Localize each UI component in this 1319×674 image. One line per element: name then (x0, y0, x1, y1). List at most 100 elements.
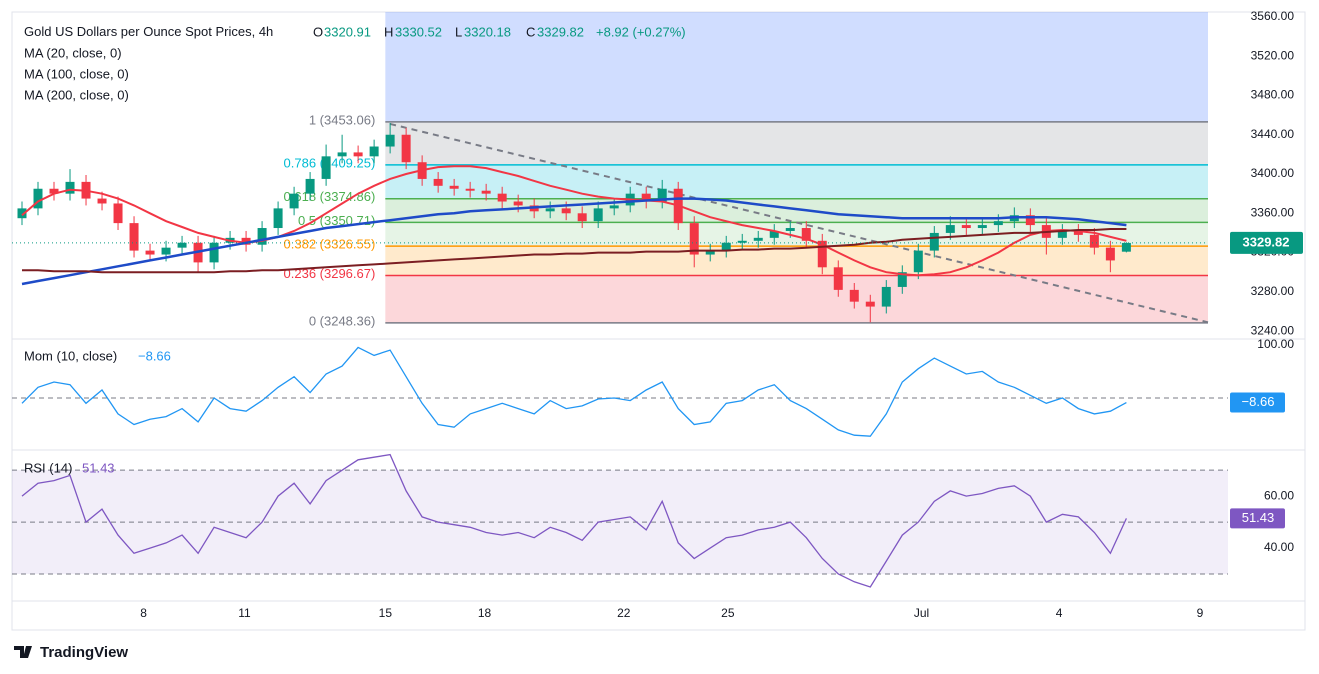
candle-body (897, 272, 907, 287)
candle-body (1089, 234, 1099, 248)
fib-zone (385, 164, 1208, 199)
candle-body (465, 188, 475, 191)
logo-icon (14, 646, 32, 658)
plot-layer: 1 (3453.06)0.786 (3409.25)0.618 (3374.86… (12, 12, 1228, 588)
candle-body (657, 188, 667, 202)
candle-body (97, 198, 107, 204)
candle-body (769, 230, 779, 238)
moving-average (22, 228, 1127, 274)
y-tick-label: 3440.00 (1251, 127, 1295, 141)
candle-body (49, 188, 59, 194)
x-tick-label: 4 (1056, 606, 1063, 620)
last-price-label: 3329.82 (1243, 234, 1290, 249)
ohlc-letter: H (384, 24, 393, 39)
y-tick-label: 3480.00 (1251, 88, 1295, 102)
candle-body (1121, 242, 1131, 252)
moving-average (21, 197, 1127, 286)
indicator-line (21, 453, 1127, 588)
x-tick-label: 8 (140, 606, 147, 620)
candle-body (209, 242, 219, 263)
fib-zone (385, 222, 1208, 247)
ohlc-open: 3320.91 (324, 24, 371, 39)
candle-body (161, 247, 171, 255)
y-tick-label: 3240.00 (1251, 323, 1295, 337)
candle-body (449, 185, 459, 189)
candle-body (1025, 215, 1035, 226)
rsi-legend-value: 51.43 (82, 460, 115, 475)
candle-body (145, 250, 155, 255)
mom-legend[interactable]: Mom (10, close) (24, 348, 117, 363)
legend-entry[interactable]: MA (200, close, 0) (24, 87, 129, 102)
candle-body (257, 228, 267, 245)
candle-body (481, 190, 491, 194)
y-tick-label: 3520.00 (1251, 48, 1295, 62)
candle-body (977, 225, 987, 229)
candle-body (913, 250, 923, 273)
value-badge (1230, 508, 1285, 529)
fib-level-label: 1 (3453.06) (309, 112, 376, 127)
last-price-badge (1230, 231, 1303, 254)
candle-body (609, 205, 619, 209)
legend-entry[interactable]: MA (20, close, 0) (24, 45, 122, 60)
y-tick-label: 3360.00 (1251, 205, 1295, 219)
brand-logo[interactable]: TradingView (14, 644, 128, 661)
y-tick-label: 3280.00 (1251, 284, 1295, 298)
candle-body (17, 208, 27, 219)
ohlc-letter: C (526, 24, 535, 39)
x-tick-label: 25 (721, 606, 735, 620)
legend-entry[interactable]: MA (100, close, 0) (24, 66, 129, 81)
candle-body (833, 267, 843, 290)
candle-body (737, 240, 747, 243)
brand-name: TradingView (40, 644, 128, 661)
candle-body (353, 152, 363, 157)
fib-zone (385, 246, 1208, 276)
candle-body (401, 134, 411, 163)
candle-body (497, 193, 507, 202)
ohlc-letter: L (455, 24, 462, 39)
moving-average (21, 165, 1127, 277)
candle-body (993, 221, 1003, 226)
candle-body (849, 289, 859, 302)
candle-body (817, 240, 827, 268)
fib-zone (385, 121, 1208, 165)
candle-body (801, 228, 811, 241)
rsi-legend[interactable]: RSI (14) (24, 460, 72, 475)
x-tick-label: 9 (1197, 606, 1204, 620)
candle-body (545, 208, 555, 212)
chart-title: Gold US Dollars per Ounce Spot Prices, 4… (24, 24, 273, 39)
candle-body (129, 223, 139, 251)
candle-body (881, 286, 891, 307)
value-badge-label: −8.66 (1242, 394, 1275, 409)
fib-level-label: 0.236 (3296.67) (284, 266, 376, 281)
candle-body (33, 188, 43, 209)
candle-body (433, 178, 443, 186)
candle-body (289, 193, 299, 209)
legend-header: Gold US Dollars per Ounce Spot Prices, 4… (24, 24, 273, 39)
candle-body (785, 228, 795, 231)
x-tick-label: 11 (238, 606, 251, 620)
y-tick-label: 100.00 (1257, 337, 1294, 351)
x-tick-label: Jul (914, 606, 929, 620)
y-tick-label: 3560.00 (1251, 9, 1295, 23)
y-tick-label: 60.00 (1264, 488, 1294, 502)
candle-body (1105, 247, 1115, 261)
candle-body (305, 178, 315, 194)
fib-zone (385, 275, 1208, 323)
y-tick-label: 3400.00 (1251, 166, 1295, 180)
candle-body (929, 232, 939, 251)
candle-body (273, 208, 283, 229)
candle-body (385, 134, 395, 147)
y-tick-label: 40.00 (1264, 540, 1294, 554)
fib-top-zone (385, 12, 1208, 122)
candle-body (753, 237, 763, 241)
candle-body (369, 146, 379, 157)
candle-body (689, 223, 699, 255)
candle-body (241, 237, 251, 245)
value-badge (1230, 392, 1285, 413)
ohlc-change: +8.92 (+0.27%) (596, 24, 686, 39)
candle-body (577, 213, 587, 222)
ohlc-high: 3330.52 (395, 24, 442, 39)
ohlc-low: 3320.18 (464, 24, 511, 39)
